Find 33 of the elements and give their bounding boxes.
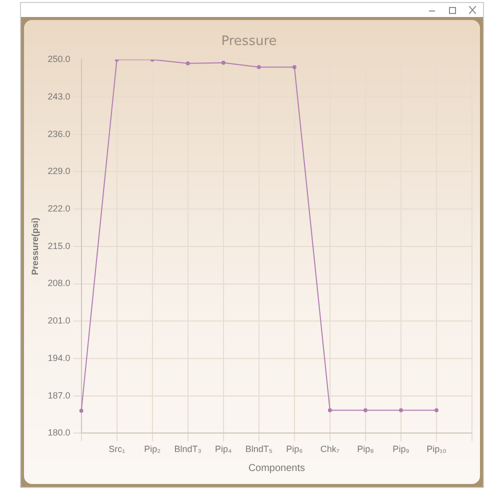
y-tick-label: 180.0 — [48, 428, 70, 438]
y-tick-label: 194.0 — [48, 352, 70, 363]
x-tick-label: Pip₉ — [392, 444, 410, 454]
x-tick-label: Pip₁₀ — [426, 444, 447, 454]
y-tick-label: 222.0 — [48, 204, 70, 214]
y-tick-label: 236.0 — [48, 128, 70, 139]
x-tick-label: BlndT₅ — [245, 444, 273, 454]
point — [363, 408, 368, 412]
x-axis-title: Components — [248, 462, 306, 474]
point — [256, 65, 261, 70]
point — [328, 408, 332, 412]
y-tick-label: 201.0 — [48, 316, 70, 326]
point — [398, 408, 403, 412]
x-tick-label: Pip₈ — [357, 444, 374, 454]
x-tick-label: Pip₂ — [144, 444, 162, 454]
x-tick-label: Pip₄ — [215, 444, 232, 454]
x-tick-label: BlndT₃ — [174, 444, 202, 454]
y-tick-label: 229.0 — [48, 166, 70, 176]
y-tick-label: 215.0 — [48, 240, 70, 251]
y-tick-label: 243.0 — [48, 91, 70, 102]
point — [434, 408, 438, 412]
chart-title: Pressure — [221, 34, 277, 50]
x-tick-label: Src₁ — [108, 444, 126, 454]
y-tick-label: 208.0 — [48, 278, 70, 288]
x-tick-label: Chk₇ — [320, 444, 340, 454]
y-axis-title: Pressure(psi) — [30, 218, 40, 276]
x-tick-label: Pip₆ — [286, 444, 304, 454]
point — [186, 61, 190, 66]
y-tick-label: 187.0 — [48, 390, 70, 400]
point — [221, 60, 226, 65]
point — [292, 65, 296, 70]
y-tick-label: 250.0 — [48, 54, 70, 64]
point — [79, 408, 84, 413]
